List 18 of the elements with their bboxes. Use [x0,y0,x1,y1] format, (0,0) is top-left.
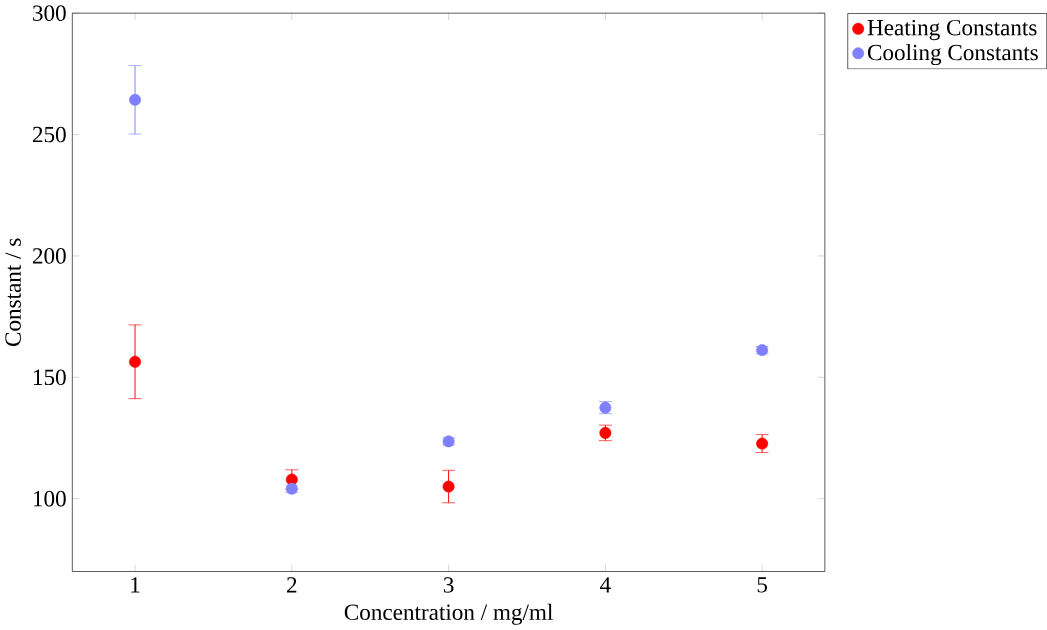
x-tick-label: 5 [757,577,768,593]
y-tick-label: 150 [33,369,66,386]
point [129,355,141,368]
x-tick-label: 3 [443,577,454,593]
x-tick-label: 4 [600,577,611,593]
y-axis-title: Constant / s [5,238,21,346]
point [129,93,141,106]
y-tick-label: 300 [33,5,66,21]
y-tick-label: 200 [32,248,66,264]
legend-label: Cooling Constants [867,43,1038,66]
x-tick-label: 1 [131,577,140,593]
x-axis-title: Concentration / mg/ml [344,603,553,625]
x-tick-label: 2 [287,577,297,593]
legend-label: Heating Constants [867,19,1037,41]
y-tick-label: 250 [32,126,66,143]
point [285,473,298,486]
point [442,480,455,493]
y-tick-label: 100 [33,490,66,507]
